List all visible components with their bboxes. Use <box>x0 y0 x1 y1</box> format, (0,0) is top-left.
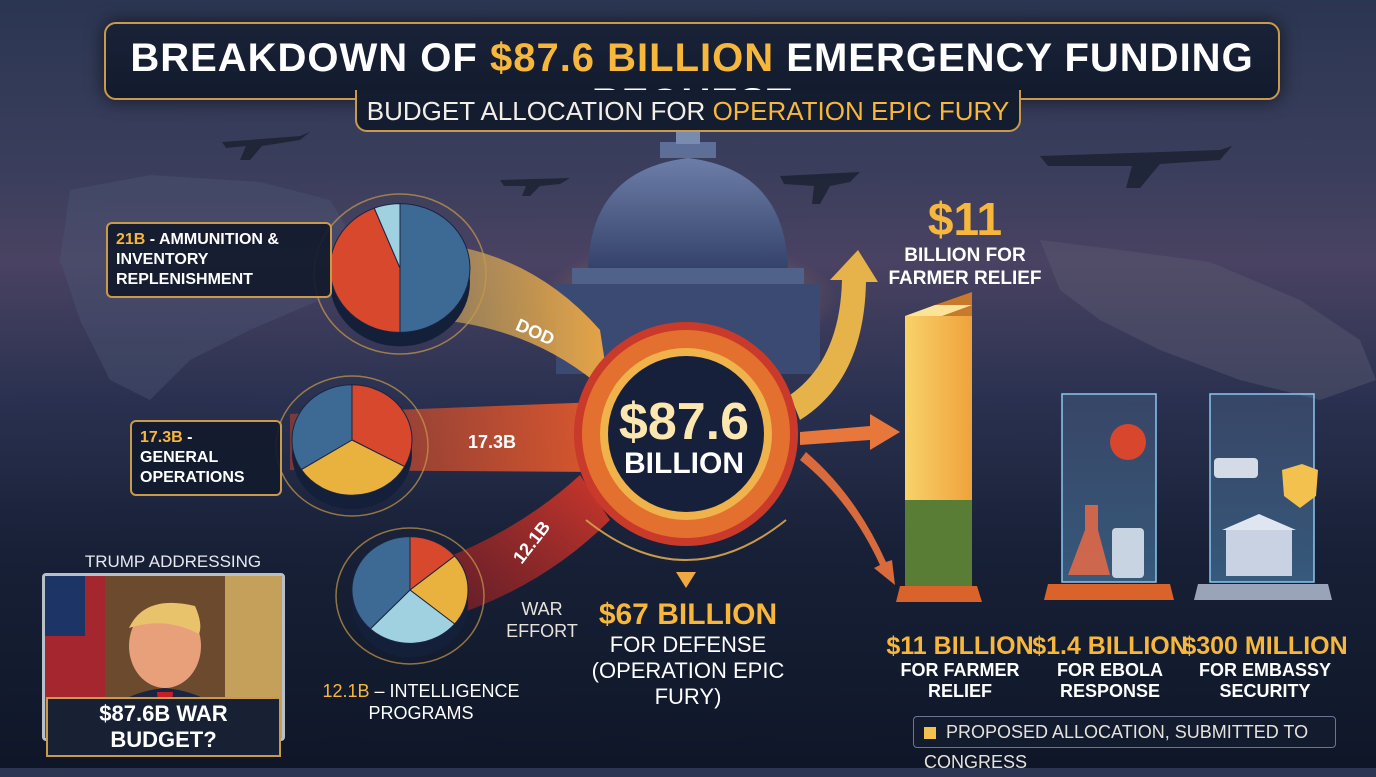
pie-ammunition-slice-0 <box>399 203 471 333</box>
farmer-relief-label: FOR FARMER RELIEF <box>900 660 1020 701</box>
pie-ammunition-slice-2 <box>373 203 401 269</box>
flow-ebola-arrow <box>800 414 900 450</box>
chart-subtitle: BUDGET ALLOCATION FOR OPERATION EPIC FUR… <box>366 96 1010 126</box>
label-general-operations: 17.3B - GENERAL OPERATIONS <box>130 420 282 496</box>
chart-title: BREAKDOWN OF $87.6 BILLION EMERGENCY FUN… <box>130 36 1254 125</box>
pie-intelligence-ring <box>335 527 485 665</box>
embassy-security-value: $300 MILLION <box>1182 632 1348 660</box>
legend: PROPOSED ALLOCATION, SUBMITTED TO CONGRE… <box>913 716 1336 772</box>
total-value: $87.6 <box>618 393 750 451</box>
pie-general-operations-slice-0 <box>351 384 413 468</box>
label-intelligence: 12.1B – INTELLIGENCE PROGRAMS <box>322 681 520 723</box>
farmer-callout-label: BILLION FOR FARMER RELIEF <box>888 245 1042 289</box>
pie-intelligence-slice-3 <box>351 536 411 630</box>
title-frame <box>104 22 1280 100</box>
pie-intelligence-slice-0 <box>409 536 456 592</box>
defense-pointer <box>676 572 696 588</box>
pie-general-operations-slice-1 <box>300 439 406 496</box>
ebola-response-label: FOR EBOLA RESPONSE <box>1057 660 1163 701</box>
ebola-response-value: $1.4 BILLION <box>1032 632 1188 660</box>
legend-label: PROPOSED ALLOCATION, SUBMITTED TO CONGRE… <box>924 722 1309 772</box>
subtitle-frame <box>355 90 1021 132</box>
farmer-callout-value: $11 <box>927 193 1003 245</box>
flow-label-general-operations: 17.3B <box>468 432 517 452</box>
farmer-relief-value: $11 BILLION <box>886 632 1034 660</box>
total-ring-3 <box>608 356 764 512</box>
defense-label: FOR DEFENSE (OPERATION EPIC FURY) <box>591 632 785 709</box>
war-effort-label: WAR EFFORT <box>506 599 578 641</box>
total-unit: BILLION <box>624 447 744 480</box>
defense-bracket <box>585 519 787 561</box>
pie-intelligence-slice-1 <box>409 555 469 625</box>
legend-swatch <box>924 727 936 740</box>
flow-dod <box>440 246 610 395</box>
label-ammunition: 21B - AMMUNITION & INVENTORY REPLENISHME… <box>106 222 332 298</box>
embassy-security-label: FOR EMBASSY SECURITY <box>1198 660 1331 701</box>
pie-general-operations-slice-2 <box>291 384 353 471</box>
flow-farmer-arrow <box>790 250 878 420</box>
defense-value: $67 BILLION <box>598 598 778 631</box>
pie-intelligence-slice-2 <box>369 589 456 644</box>
flow-embassy-line <box>800 452 895 585</box>
inset-banner: $87.6B WAR BUDGET? <box>46 697 281 757</box>
